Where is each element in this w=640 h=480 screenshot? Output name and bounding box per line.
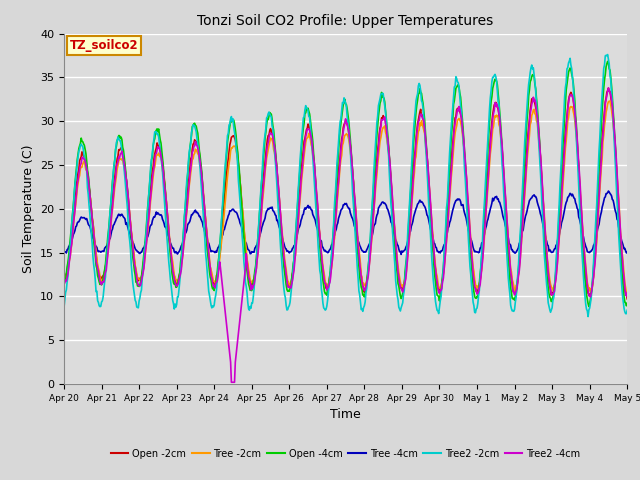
Y-axis label: Soil Temperature (C): Soil Temperature (C) xyxy=(22,144,35,273)
X-axis label: Time: Time xyxy=(330,408,361,421)
Legend: Open -2cm, Tree -2cm, Open -4cm, Tree -4cm, Tree2 -2cm, Tree2 -4cm: Open -2cm, Tree -2cm, Open -4cm, Tree -4… xyxy=(107,445,584,463)
Text: TZ_soilco2: TZ_soilco2 xyxy=(70,39,138,52)
Title: Tonzi Soil CO2 Profile: Upper Temperatures: Tonzi Soil CO2 Profile: Upper Temperatur… xyxy=(198,14,493,28)
